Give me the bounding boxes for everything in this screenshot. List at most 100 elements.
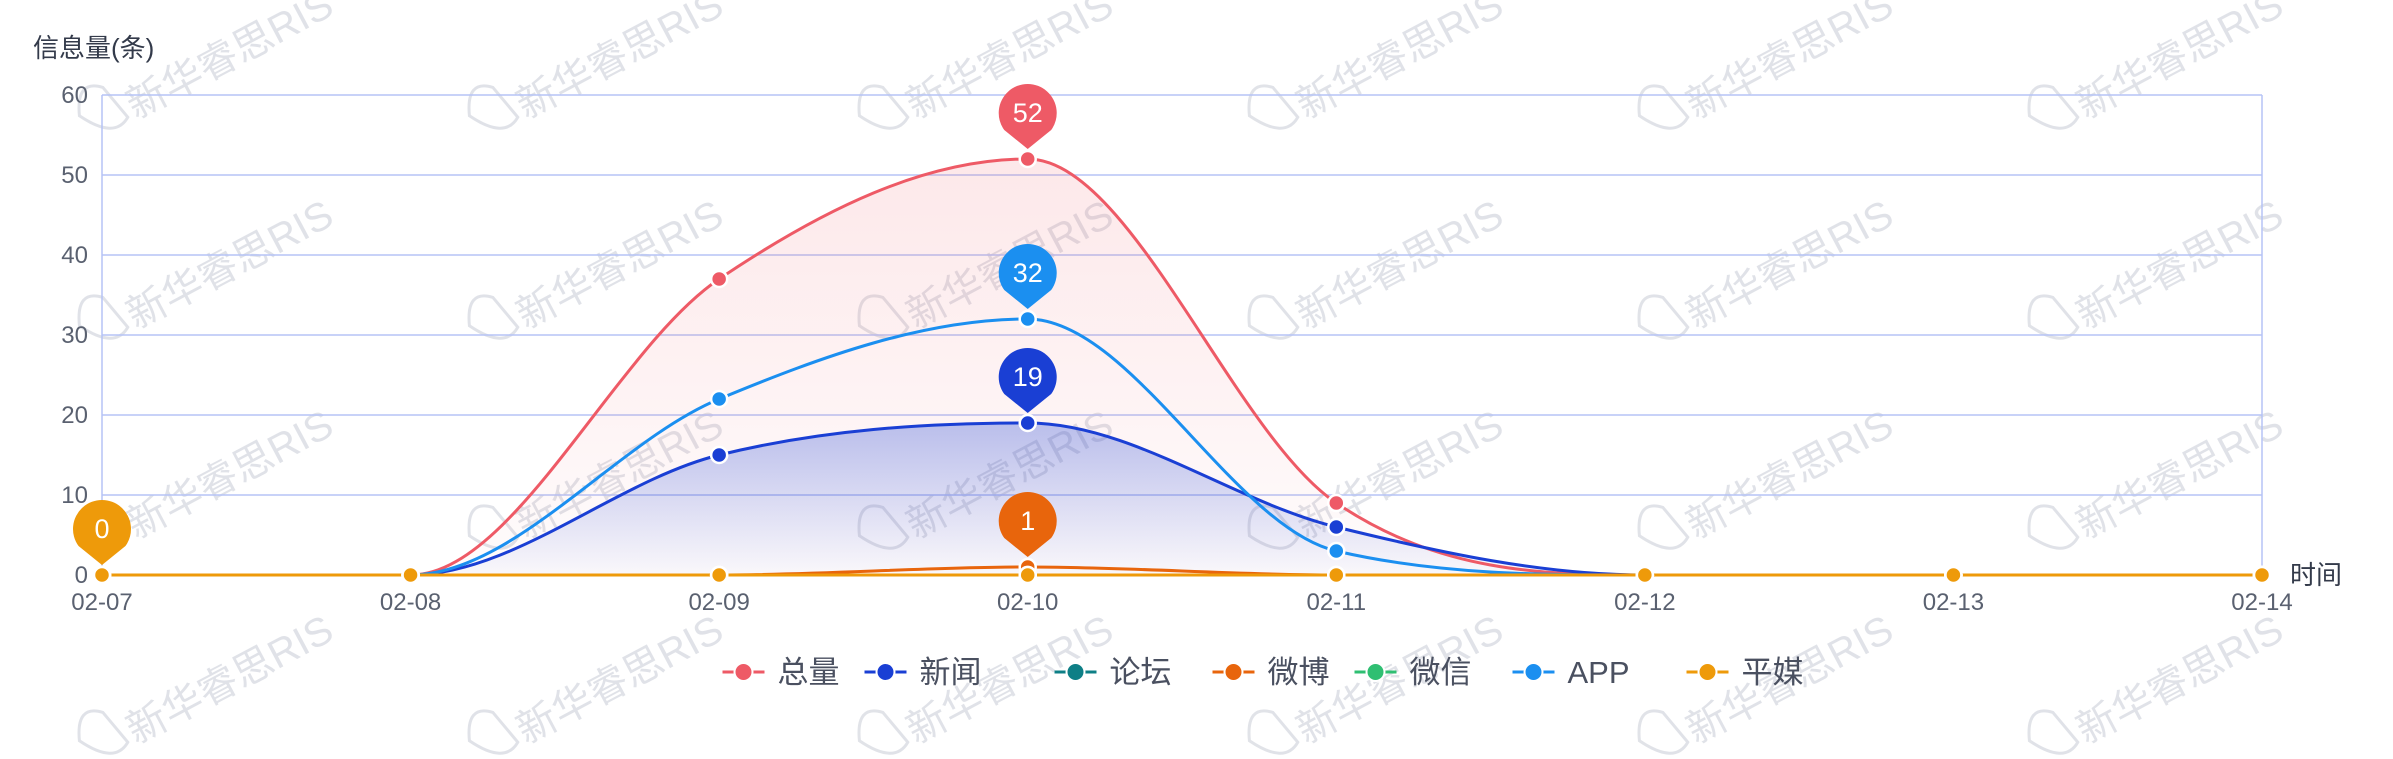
- point-平媒-02-13[interactable]: [1944, 565, 1963, 585]
- legend-item-微信[interactable]: 微信: [1354, 655, 1472, 690]
- x-tick-label-02-11: 02-11: [1306, 589, 1366, 616]
- watermark-1-3: 新华睿思RIS: [1247, 192, 1510, 340]
- watermark-text: 新华睿思RIS: [2069, 0, 2290, 128]
- point-总量-02-11[interactable]: [1327, 493, 1346, 513]
- watermark-1-4: 新华睿思RIS: [1637, 192, 1900, 340]
- x-tick-label-02-13: 02-13: [1923, 589, 1984, 616]
- area-新闻: [102, 423, 2262, 575]
- watermark-0-3: 新华睿思RIS: [1247, 0, 1510, 130]
- point-平媒-02-09[interactable]: [709, 565, 729, 585]
- watermark-text: 新华睿思RIS: [509, 0, 730, 128]
- x-axis-title: 时间: [2290, 560, 2342, 590]
- legend-marker-icon: [1697, 662, 1718, 682]
- point-新闻-02-10[interactable]: [1018, 413, 1037, 433]
- watermark-3-5: 新华睿思RIS: [2027, 607, 2290, 755]
- legend-item-APP[interactable]: APP: [1512, 655, 1630, 690]
- pin-value-label: 0: [94, 514, 109, 544]
- legend-marker-icon: [1523, 662, 1544, 682]
- point-平媒-02-08[interactable]: [401, 565, 420, 585]
- watermark-0-2: 新华睿思RIS: [857, 0, 1120, 130]
- point-平媒-02-12[interactable]: [1635, 565, 1655, 585]
- watermark-logo-icon: [2027, 504, 2080, 550]
- watermark-text: 新华睿思RIS: [1679, 402, 1900, 547]
- watermark-0-0: 新华睿思RIS: [77, 0, 340, 130]
- point-总量-02-09[interactable]: [709, 269, 729, 289]
- pin-新闻-02-10: 19: [998, 348, 1057, 413]
- watermark-text: 新华睿思RIS: [119, 0, 340, 128]
- watermark-logo-icon: [1637, 294, 1690, 340]
- legend-marker-icon: [1365, 662, 1386, 682]
- watermark-logo-icon: [1637, 84, 1690, 130]
- watermark-1-5: 新华睿思RIS: [2027, 192, 2290, 340]
- y-tick-label-10: 10: [61, 482, 88, 509]
- watermark-logo-icon: [2027, 84, 2080, 130]
- point-APP-02-09[interactable]: [709, 389, 729, 409]
- watermark-logo-icon: [857, 709, 910, 755]
- legend-item-总量[interactable]: 总量: [722, 655, 840, 690]
- legend-item-论坛[interactable]: 论坛: [1054, 655, 1172, 690]
- legend[interactable]: 总量 新闻 论坛 微博 微信 APP 平媒: [722, 655, 1804, 690]
- watermark-text: 新华睿思RIS: [1679, 192, 1900, 337]
- x-tick-label-02-14: 02-14: [2231, 589, 2292, 616]
- point-平媒-02-07[interactable]: [92, 565, 112, 585]
- pin-平媒-02-07: 0: [72, 500, 131, 565]
- y-tick-label-40: 40: [61, 242, 88, 269]
- legend-marker-icon: [1065, 662, 1086, 682]
- legend-label: 论坛: [1110, 655, 1172, 690]
- watermark-text: 新华睿思RIS: [1289, 0, 1510, 128]
- watermark-3-0: 新华睿思RIS: [77, 607, 340, 755]
- legend-item-平媒[interactable]: 平媒: [1686, 655, 1804, 690]
- map-pin-icon: [998, 492, 1057, 557]
- legend-marker-icon: [875, 662, 896, 682]
- point-平媒-02-14[interactable]: [2252, 565, 2272, 585]
- y-tick-label-30: 30: [61, 322, 88, 349]
- map-pin-icon: [998, 244, 1057, 309]
- watermark-logo-icon: [1247, 294, 1300, 340]
- legend-label: 平媒: [1742, 655, 1804, 690]
- watermark-text: 新华睿思RIS: [509, 607, 730, 752]
- watermark-logo-icon: [77, 709, 130, 755]
- watermark-logo-icon: [77, 84, 130, 130]
- x-tick-label-02-07: 02-07: [71, 589, 132, 616]
- point-总量-02-10[interactable]: [1018, 149, 1037, 169]
- point-新闻-02-11[interactable]: [1327, 517, 1346, 537]
- y-tick-label-60: 60: [61, 82, 88, 109]
- point-平媒-02-10[interactable]: [1018, 565, 1037, 585]
- legend-item-新闻[interactable]: 新闻: [864, 655, 982, 690]
- watermark-logo-icon: [77, 294, 130, 340]
- legend-label: APP: [1568, 655, 1630, 690]
- point-APP-02-10[interactable]: [1018, 309, 1037, 329]
- area-fills: [102, 159, 2262, 575]
- watermark-0-5: 新华睿思RIS: [2027, 0, 2290, 130]
- y-tick-label-20: 20: [61, 402, 88, 429]
- watermark-text: 新华睿思RIS: [119, 402, 340, 547]
- point-新闻-02-09[interactable]: [709, 445, 729, 465]
- map-pin-icon: [998, 348, 1057, 413]
- watermark-0-4: 新华睿思RIS: [1637, 0, 1900, 130]
- point-平媒-02-11[interactable]: [1327, 565, 1346, 585]
- y-tick-label-0: 0: [75, 562, 88, 589]
- pin-value-label: 1: [1020, 506, 1035, 536]
- watermark-text: 新华睿思RIS: [1289, 192, 1510, 337]
- point-APP-02-11[interactable]: [1327, 541, 1346, 561]
- area-总量: [102, 159, 2262, 575]
- watermark-logo-icon: [857, 84, 910, 130]
- watermark-0-1: 新华睿思RIS: [467, 0, 730, 130]
- watermark-1-0: 新华睿思RIS: [77, 192, 340, 340]
- legend-item-微博[interactable]: 微博: [1212, 655, 1330, 690]
- watermark-text: 新华睿思RIS: [2069, 607, 2290, 752]
- pin-微博-02-10: 1: [998, 492, 1057, 557]
- watermark-text: 新华睿思RIS: [1679, 0, 1900, 128]
- watermark-text: 新华睿思RIS: [119, 192, 340, 337]
- pin-value-label: 19: [1013, 362, 1043, 392]
- legend-label: 微信: [1410, 655, 1472, 690]
- x-tick-label-02-08: 02-08: [380, 589, 441, 616]
- legend-marker-icon: [733, 662, 754, 682]
- watermark-logo-icon: [1247, 709, 1300, 755]
- legend-label: 微博: [1268, 655, 1330, 690]
- pin-总量-02-10: 52: [998, 84, 1057, 149]
- watermark-logo-icon: [1247, 84, 1300, 130]
